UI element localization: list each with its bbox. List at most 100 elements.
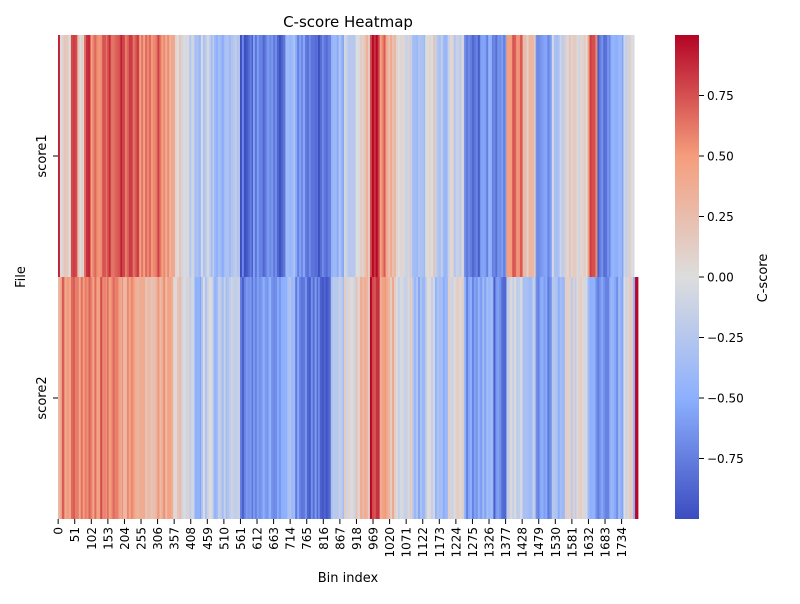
heatmap-cell-score2 <box>282 277 286 519</box>
heatmap-cell-score1 <box>143 35 146 277</box>
heatmap-cell-score2 <box>80 277 84 519</box>
heatmap-cell-score1 <box>342 35 345 277</box>
heatmap-cell-score2 <box>497 277 500 519</box>
heatmap-cell-score1 <box>520 35 523 277</box>
heatmap-cell-score1 <box>68 35 71 277</box>
heatmap-cell-score2 <box>503 277 506 519</box>
heatmap-cell-score1 <box>609 35 611 277</box>
heatmap-cell-score1 <box>148 35 152 277</box>
heatmap-cell-score1 <box>625 35 628 277</box>
heatmap-cell-score2 <box>360 277 363 519</box>
heatmap-cell-score2 <box>114 277 117 519</box>
x-tick-label: 816 <box>317 527 331 550</box>
heatmap-cell-score2 <box>179 277 182 519</box>
heatmap-cell-score2 <box>86 277 89 519</box>
heatmap-cell-score2 <box>610 277 613 519</box>
heatmap-cell-score1 <box>497 35 500 277</box>
heatmap-cell-score1 <box>77 35 80 277</box>
heatmap-cell-score1 <box>327 35 331 277</box>
heatmap-cell-score1 <box>225 35 228 277</box>
heatmap-cell-score2 <box>271 277 274 519</box>
heatmap-cell-score1 <box>145 35 148 277</box>
heatmap-cell-score2 <box>165 277 168 519</box>
heatmap-cell-score1 <box>526 35 529 277</box>
heatmap-cell-score2 <box>221 277 225 519</box>
heatmap-cell-score1 <box>295 35 298 277</box>
heatmap-cell-score2 <box>217 277 221 519</box>
heatmap-cell-score2 <box>492 277 494 519</box>
heatmap-cell-score2 <box>141 277 144 519</box>
heatmap-cell-score2 <box>355 277 358 519</box>
heatmap-cell-score2 <box>579 277 583 519</box>
heatmap-cell-score1 <box>338 35 342 277</box>
heatmap-cell-score2 <box>381 277 384 519</box>
heatmap-cell-score2 <box>635 277 637 519</box>
heatmap-cell-score2 <box>104 277 107 519</box>
heatmap-cell-score1 <box>381 35 384 277</box>
heatmap-cell-score1 <box>539 35 542 277</box>
heatmap-cell-score1 <box>304 35 308 277</box>
heatmap-cell-score2 <box>595 277 598 519</box>
heatmap-cell-score1 <box>325 35 329 277</box>
heatmap-cell-score2 <box>457 277 461 519</box>
heatmap-cell-score2 <box>106 277 108 519</box>
heatmap-cell-score1 <box>405 35 409 277</box>
heatmap-cell-score2 <box>603 277 606 519</box>
heatmap-cell-score1 <box>310 35 314 277</box>
heatmap-cell-score1 <box>165 35 168 277</box>
heatmap-cell-score1 <box>461 35 464 277</box>
heatmap-cell-score2 <box>508 277 511 519</box>
heatmap-cell-score2 <box>526 277 529 519</box>
heatmap-cell-score2 <box>275 277 278 519</box>
heatmap-cell-score1 <box>100 35 103 277</box>
heatmap-cell-score1 <box>532 35 535 277</box>
heatmap-cell-score1 <box>268 35 270 277</box>
heatmap-cell-score2 <box>277 277 280 519</box>
heatmap-cell-score1 <box>163 35 166 277</box>
heatmap-cell-score2 <box>577 277 581 519</box>
heatmap-cell-score1 <box>492 35 494 277</box>
heatmap-cell-score2 <box>607 277 610 519</box>
heatmap-cell-score2 <box>375 277 379 519</box>
colorbar-ticks: 0.75 0.50 0.25 0.00 −0.25 −0.50 −0.75 <box>699 89 744 466</box>
heatmap-cell-score2 <box>291 277 294 519</box>
heatmap-cell-score1 <box>375 35 379 277</box>
heatmap-cell-score1 <box>457 35 461 277</box>
heatmap-cell-score1 <box>138 35 140 277</box>
heatmap-cell-score2 <box>345 277 349 519</box>
heatmap-cell-score2 <box>150 277 154 519</box>
heatmap-cell-score2 <box>234 277 238 519</box>
heatmap-cell-score1 <box>271 35 274 277</box>
heatmap-cell-score2 <box>71 277 74 519</box>
heatmap-cell-score2 <box>475 277 479 519</box>
colorbar-tick-label: 0.25 <box>707 210 734 224</box>
heatmap-cell-score1 <box>570 35 574 277</box>
heatmap-cell-score2 <box>175 277 178 519</box>
x-tick-label: 969 <box>367 527 381 550</box>
heatmap-cell-score1 <box>572 35 576 277</box>
heatmap-cell-score2 <box>557 277 561 519</box>
colorbar-tick-label: 0.75 <box>707 89 734 103</box>
x-tick-label: 306 <box>151 527 165 550</box>
heatmap-cell-score2 <box>106 277 110 519</box>
heatmap-cell-score1 <box>442 35 446 277</box>
heatmap-cell-score2 <box>349 277 353 519</box>
heatmap-cell-score2 <box>484 277 487 519</box>
heatmap-cell-score2 <box>278 277 282 519</box>
heatmap-cell-score2 <box>522 277 525 519</box>
heatmap-cell-score2 <box>130 277 134 519</box>
heatmap-cell-score1 <box>280 35 284 277</box>
heatmap-cell-score2 <box>343 277 347 519</box>
heatmap-cell-score2 <box>260 277 264 519</box>
heatmap-cell-score1 <box>583 35 587 277</box>
heatmap-cell-score1 <box>200 35 202 277</box>
heatmap-cell-score2 <box>537 277 540 519</box>
heatmap-cell-score2 <box>612 277 615 519</box>
heatmap-cell-score2 <box>614 277 617 519</box>
heatmap-cell-score2 <box>219 277 223 519</box>
heatmap-cell-score1 <box>601 35 604 277</box>
heatmap-cell-score1 <box>238 35 241 277</box>
heatmap-cell-score2 <box>74 277 78 519</box>
heatmap-cell-score1 <box>577 35 581 277</box>
heatmap-cell-score1 <box>620 35 623 277</box>
